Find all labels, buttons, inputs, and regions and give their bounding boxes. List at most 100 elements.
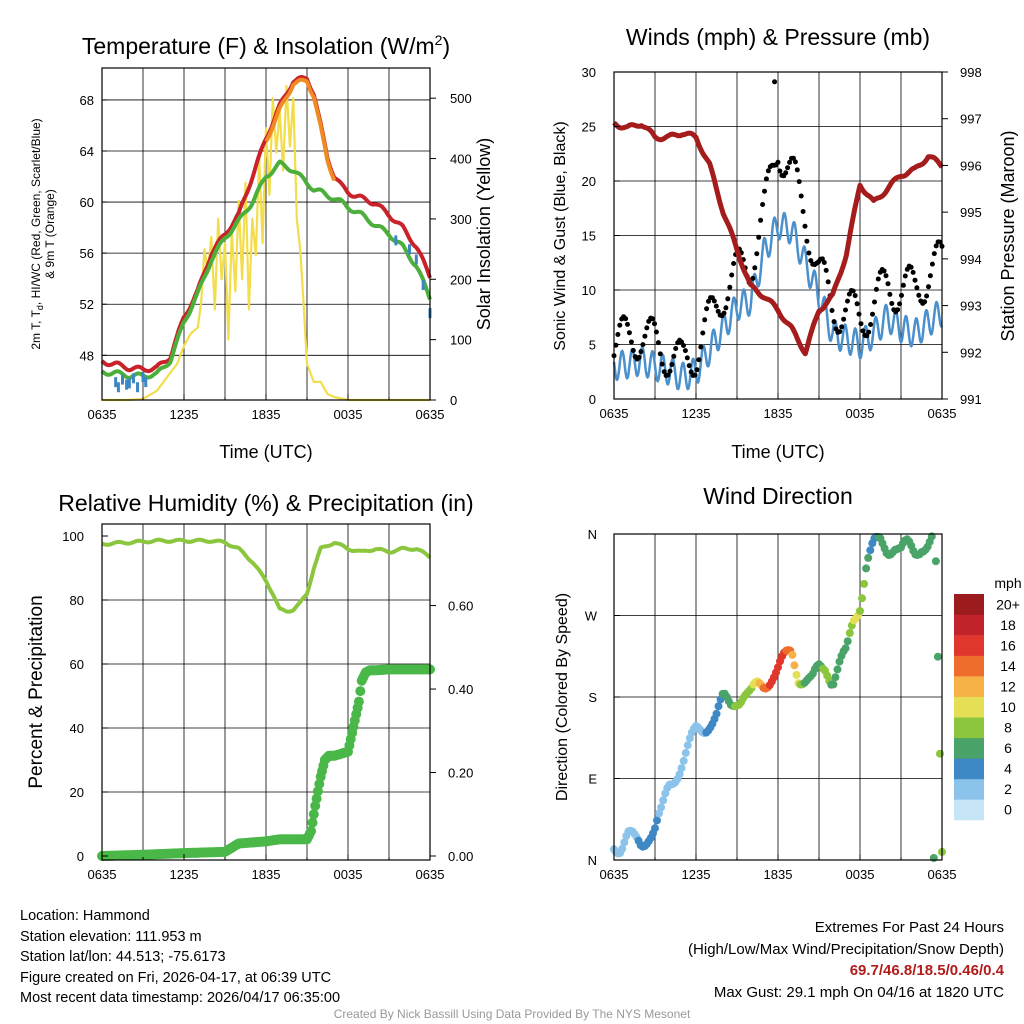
direction-point bbox=[657, 803, 666, 812]
direction-point bbox=[866, 546, 875, 555]
gust-point bbox=[914, 285, 920, 291]
y-tick-label: 100 bbox=[62, 529, 84, 544]
winds-ylabel: Sonic Wind & Gust (Blue, Black) bbox=[552, 121, 569, 350]
gust-point bbox=[640, 342, 646, 348]
y-tick-label: 20 bbox=[582, 174, 596, 189]
y-tick-label: 30 bbox=[582, 65, 596, 80]
x-tick-label: 0635 bbox=[88, 407, 117, 422]
gust-point bbox=[798, 193, 804, 199]
max-gust-text: Max Gust: 29.1 mph On 04/16 at 1820 UTC bbox=[713, 983, 1004, 1001]
windchill-mark bbox=[414, 254, 418, 265]
y2-tick-label: 500 bbox=[450, 91, 472, 106]
gust-point bbox=[715, 308, 721, 314]
gust-point bbox=[854, 301, 860, 307]
y2-tick-label: 300 bbox=[450, 212, 472, 227]
direction-point bbox=[931, 557, 940, 566]
gust-point bbox=[682, 348, 688, 354]
direction-point bbox=[653, 816, 661, 825]
precip-point bbox=[306, 826, 317, 836]
gust-point bbox=[671, 353, 677, 359]
gust-point bbox=[837, 329, 843, 335]
gust-point bbox=[800, 209, 806, 214]
colorbar-tick-label: 10 bbox=[1000, 699, 1016, 715]
gust-point bbox=[929, 261, 935, 267]
gust-point bbox=[825, 279, 831, 285]
gust-point bbox=[763, 176, 769, 182]
colorbar-tick-label: 6 bbox=[1004, 740, 1012, 756]
insolation-ylabel: Solar Insolation (Yellow) bbox=[474, 138, 494, 330]
humidity-panel: Relative Humidity (%) & Precipitation (i… bbox=[26, 490, 474, 882]
gust-point bbox=[885, 281, 891, 287]
y-tick-label: 80 bbox=[70, 593, 84, 608]
colorbar-tick-label: 0 bbox=[1004, 802, 1012, 818]
colorbar-tick-label: 14 bbox=[1000, 658, 1016, 674]
colorbar-tick-label: 18 bbox=[1000, 617, 1016, 633]
gust-point bbox=[623, 316, 629, 322]
direction-point bbox=[714, 702, 723, 711]
y2-tick-label: 994 bbox=[960, 252, 982, 267]
gust-point bbox=[823, 267, 829, 273]
y-tick-label: 52 bbox=[80, 297, 94, 312]
gust-point bbox=[725, 296, 731, 302]
direction-point bbox=[831, 673, 840, 682]
direction-point bbox=[929, 854, 938, 862]
location-text: Location: Hammond bbox=[20, 908, 150, 924]
gust-point bbox=[792, 159, 798, 165]
x-tick-label: 1235 bbox=[170, 867, 199, 882]
x-tick-label: 1835 bbox=[764, 867, 793, 882]
gust-point bbox=[931, 251, 937, 257]
x-tick-label: 1235 bbox=[682, 406, 711, 421]
winds-title: Winds (mph) & Pressure (mb) bbox=[626, 24, 930, 50]
station-info: Location: Hammond Station elevation: 111… bbox=[20, 906, 340, 1009]
gust-point bbox=[655, 340, 661, 346]
colorbar-swatch bbox=[954, 717, 984, 739]
gust-point bbox=[870, 311, 875, 317]
direction-point bbox=[829, 680, 838, 689]
gust-point bbox=[727, 284, 733, 290]
latlon-text: Station lat/lon: 44.513; -75.6173 bbox=[20, 949, 226, 965]
x-tick-label: 1235 bbox=[170, 407, 199, 422]
direction-point bbox=[792, 670, 801, 679]
gust-point bbox=[933, 243, 939, 249]
colorbar-swatch bbox=[954, 778, 984, 800]
gust-point bbox=[922, 299, 928, 305]
gust-point bbox=[617, 322, 623, 328]
gust-point bbox=[900, 282, 906, 288]
windchill-mark bbox=[408, 244, 411, 255]
direction-point bbox=[864, 553, 873, 562]
gust-point bbox=[625, 321, 630, 327]
y-tick-label: 10 bbox=[582, 283, 596, 298]
gust-point bbox=[756, 234, 762, 240]
gust-point bbox=[887, 291, 893, 297]
extremes-info: Extremes For Past 24 Hours (High/Low/Max… bbox=[688, 917, 1004, 1003]
gust-point bbox=[636, 354, 642, 360]
direction-point bbox=[860, 579, 869, 588]
y2-tick-label: 400 bbox=[450, 152, 472, 167]
y-tick-label: S bbox=[588, 690, 597, 705]
gust-point bbox=[750, 275, 756, 281]
precip-point bbox=[307, 817, 318, 828]
colorbar-tick-label: 2 bbox=[1004, 781, 1012, 797]
gust-point bbox=[711, 298, 717, 304]
gust-point bbox=[665, 372, 671, 378]
direction-point bbox=[841, 644, 850, 653]
y-tick-label: 40 bbox=[70, 721, 84, 736]
direction-point bbox=[788, 650, 797, 659]
colorbar-swatch bbox=[954, 696, 984, 718]
direction-point bbox=[620, 838, 629, 847]
gust-point bbox=[908, 264, 914, 270]
gust-point bbox=[667, 368, 673, 374]
gust-point bbox=[613, 342, 619, 348]
gust-point bbox=[794, 167, 800, 173]
gust-point bbox=[850, 288, 856, 294]
gust-point bbox=[762, 188, 767, 194]
gust-point bbox=[650, 316, 656, 322]
gust-point bbox=[912, 277, 918, 283]
gust-point bbox=[644, 325, 650, 331]
temperature-xlabel: Time (UTC) bbox=[219, 442, 312, 462]
gust-point bbox=[804, 238, 810, 244]
gust-point bbox=[783, 170, 789, 176]
winds-panel: Winds (mph) & Pressure (mb) 0635 1235 1835… bbox=[552, 24, 1018, 462]
gust-point bbox=[615, 332, 621, 337]
colorbar-tick-label: 16 bbox=[1000, 637, 1016, 653]
